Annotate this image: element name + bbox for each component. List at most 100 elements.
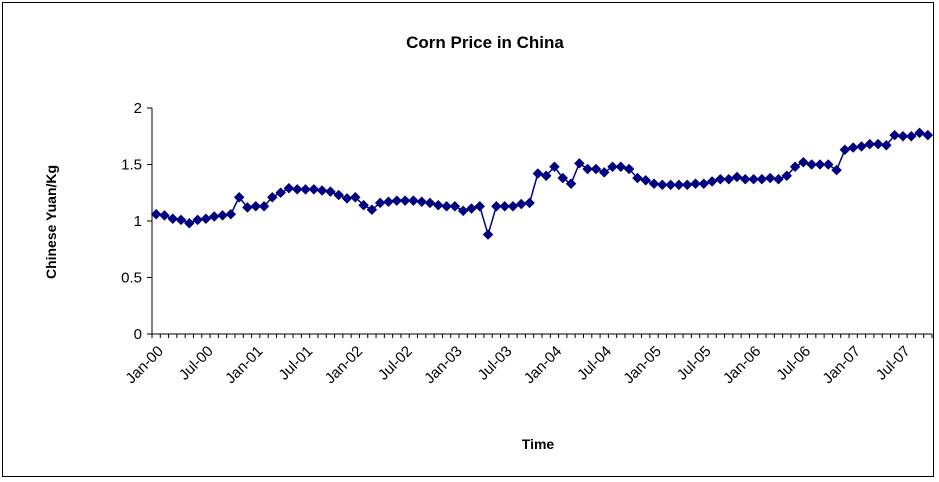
data-point xyxy=(233,191,245,203)
data-point xyxy=(598,167,610,178)
x-tick-label: Jul-00 xyxy=(176,343,217,384)
x-tick-label: Jan-00 xyxy=(122,343,166,387)
data-point xyxy=(565,178,577,190)
data-point xyxy=(764,172,776,184)
data-point xyxy=(192,214,203,226)
data-point xyxy=(756,173,768,185)
data-point xyxy=(341,193,353,204)
x-tick-label: Jul-03 xyxy=(475,343,516,384)
data-point xyxy=(889,129,901,141)
data-point xyxy=(266,191,278,203)
x-tick-label: Jan-05 xyxy=(620,343,664,387)
data-point xyxy=(515,198,527,210)
data-point xyxy=(408,195,419,207)
x-tick-label: Jul-04 xyxy=(574,343,615,384)
data-point xyxy=(706,176,718,187)
x-tick-label: Jan-02 xyxy=(322,343,366,387)
data-point xyxy=(731,171,743,183)
data-point xyxy=(333,189,345,201)
data-point xyxy=(424,197,436,209)
data-point xyxy=(474,200,486,212)
data-point xyxy=(291,184,303,195)
data-point xyxy=(573,158,585,169)
data-point xyxy=(557,172,569,184)
data-point xyxy=(715,173,726,185)
data-point xyxy=(507,200,519,212)
data-point xyxy=(698,178,710,190)
data-point xyxy=(159,209,170,221)
data-point xyxy=(242,202,253,213)
data-point xyxy=(690,178,701,190)
series-line xyxy=(156,132,929,238)
data-point xyxy=(183,217,195,229)
data-point xyxy=(582,163,593,175)
data-point xyxy=(839,144,851,156)
chart-frame xyxy=(2,2,934,477)
data-point xyxy=(383,196,394,208)
x-tick-label: Jan-04 xyxy=(521,343,565,387)
data-point xyxy=(524,197,535,209)
y-tick-label: 1 xyxy=(134,213,142,230)
data-point xyxy=(789,161,801,173)
data-point xyxy=(847,142,859,153)
x-tick-label: Jan-01 xyxy=(222,343,266,387)
data-point xyxy=(648,178,660,190)
data-point xyxy=(831,164,842,176)
data-point xyxy=(640,174,652,186)
data-point xyxy=(374,197,386,209)
data-point xyxy=(806,159,818,170)
data-point xyxy=(914,127,925,139)
data-point xyxy=(532,168,544,179)
data-point xyxy=(300,184,311,195)
data-point xyxy=(739,173,751,185)
data-point xyxy=(781,170,793,182)
data-point xyxy=(167,213,179,225)
x-tick-label: Jul-02 xyxy=(375,343,416,384)
data-point xyxy=(150,208,162,220)
data-point xyxy=(325,186,336,197)
data-point xyxy=(175,214,187,226)
data-point xyxy=(366,204,378,216)
plot-area xyxy=(150,127,934,240)
data-point xyxy=(615,161,627,173)
x-tick-label: Jan-06 xyxy=(720,343,764,387)
data-point xyxy=(482,229,494,240)
data-point xyxy=(432,199,444,211)
data-point xyxy=(623,163,635,175)
data-point xyxy=(607,161,618,173)
data-point xyxy=(283,182,295,194)
data-point xyxy=(656,179,668,191)
data-point xyxy=(441,200,452,212)
data-point xyxy=(897,130,909,142)
data-point xyxy=(540,170,552,182)
x-tick-label: Jul-07 xyxy=(873,343,914,384)
data-point xyxy=(491,200,502,212)
data-point xyxy=(881,139,892,151)
y-tick-label: 0.5 xyxy=(121,270,142,287)
data-point xyxy=(457,205,469,217)
data-point xyxy=(217,209,228,221)
data-point xyxy=(905,130,917,142)
data-point xyxy=(416,196,428,208)
data-point xyxy=(349,191,361,203)
data-point xyxy=(856,141,867,152)
x-tick-label: Jan-03 xyxy=(421,343,465,387)
x-tick-label: Jul-05 xyxy=(674,343,715,384)
y-axis-title: Chinese Yuan/Kg xyxy=(43,165,59,279)
y-tick-label: 2 xyxy=(134,100,142,117)
data-point xyxy=(200,213,212,225)
data-point xyxy=(549,161,560,173)
data-point xyxy=(391,195,403,207)
y-tick-label: 0 xyxy=(134,326,142,343)
x-tick-label: Jan-07 xyxy=(819,343,863,387)
data-point xyxy=(358,199,369,211)
data-point xyxy=(208,211,220,222)
data-point xyxy=(673,179,685,191)
data-point xyxy=(872,138,884,150)
data-point xyxy=(590,163,602,175)
data-point xyxy=(225,208,237,220)
data-point xyxy=(665,179,676,191)
data-point xyxy=(466,203,477,214)
